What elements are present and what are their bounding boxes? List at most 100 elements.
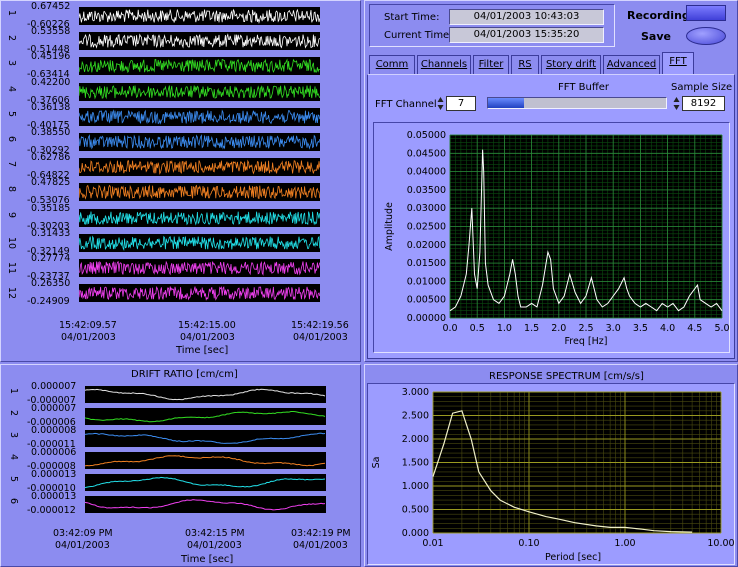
drift-panel: DRIFT RATIO [cm/cm] 0.000007 -0.000007 1 0.… [0,364,361,567]
drift-row-number: 2 [8,410,19,417]
start-time-field: 04/01/2003 10:43:03 [449,9,604,25]
channel-trace [79,259,320,277]
channel-max-value: 0.47825 [31,177,71,189]
response-y-tick: 3.000 [402,387,429,398]
fft-x-tick: 3.0 [606,323,621,334]
current-time-label: Current Time: [384,30,453,41]
tab-filter[interactable]: Filter [473,55,509,74]
fft-buffer-label: FFT Buffer [558,82,609,93]
drift-trace-line [85,432,326,444]
drift-x-tick-time: 03:42:19 PM [291,528,351,539]
channel-max-value: 0.27774 [31,253,71,264]
response-x-tick: 0.10 [518,538,539,549]
channel-x-tick-date: 04/01/2003 [180,332,235,343]
fft-y-tick: 0.01500 [407,258,446,269]
fft-x-tick: 5.0 [714,323,729,334]
fft-x-tick: 0.5 [470,323,485,334]
tab-rs[interactable]: RS [511,55,539,74]
drift-x-tick-date: 04/01/2003 [187,540,242,551]
channel-max-value: 0.67452 [31,1,71,12]
drift-x-tick-time: 03:42:15 PM [185,528,245,539]
channel-min-value: -0.30292 [27,145,70,156]
fft-x-tick: 1.0 [497,323,512,334]
channel-min-value: -0.60226 [27,19,70,30]
fft-channel-input[interactable]: 7 [446,96,476,111]
fft-y-tick: 0.03000 [407,203,446,214]
drift-title: DRIFT RATIO [cm/cm] [131,369,238,380]
fft-y-tick: 0.05000 [407,130,446,141]
fft-series-line [449,149,723,312]
sample-size-spinner[interactable] [673,96,680,111]
drift-trace [85,496,326,513]
channel-min-value: -0.23737 [27,271,70,282]
recording-button[interactable] [686,5,726,21]
tab-fft[interactable]: FFT [662,52,694,74]
fft-y-tick: 0.02500 [407,222,446,233]
channel-number: 3 [6,60,17,67]
drift-trace-line [85,476,326,489]
channel-max-value: 0.26350 [31,278,71,290]
response-y-tick: 2.000 [402,434,429,445]
current-time-field: 04/01/2003 15:35:20 [449,27,604,43]
channel-number: 9 [6,211,17,218]
channel-x-tick-time: 15:42:09.57 [59,320,117,331]
drift-min-value: -0.000011 [27,439,76,450]
response-x-label: Period [sec] [545,552,601,563]
tab-channels[interactable]: Channels [417,55,471,74]
channel-max-value: 0.38550 [31,127,71,138]
channel-number: 4 [6,85,17,92]
channel-max-value: 0.42200 [31,76,71,88]
fft-x-tick: 4.0 [660,323,675,334]
response-y-tick: 0.500 [402,505,429,516]
channel-number: 11 [6,262,17,275]
channel-trace [79,208,320,227]
channel-x-label: Time [sec] [176,345,229,356]
response-y-tick: 0.000 [402,528,429,539]
response-panel: RESPONSE SPECTRUM [cm/s/s] 0.01 0.10 1.00 1… [364,364,738,567]
drift-max-value: 0.000007 [31,403,77,414]
fft-x-tick: 4.5 [687,323,702,334]
drift-trace-line [85,499,326,511]
fft-y-tick: 0.04000 [407,167,446,178]
fft-x-tick: 2.5 [578,323,593,334]
save-button[interactable] [686,27,726,45]
fft-x-tick: 1.5 [524,323,539,334]
channel-trace [79,57,320,76]
channel-min-value: -0.30203 [27,220,70,232]
drift-x-tick-date: 04/01/2003 [55,540,110,551]
response-y-tick: 1.000 [402,481,429,492]
drift-min-value: -0.000010 [27,483,76,494]
channel-trace [79,233,320,252]
tab-comm[interactable]: Comm [369,55,415,74]
fft-channel-spinner[interactable] [437,96,444,111]
fft-chart: 0.0 0.5 1.0 1.5 2.0 2.5 3.0 3.5 4.0 4.5 5.0 0.00000… [384,130,730,347]
fft-y-tick: 0.00500 [407,295,446,306]
drift-trace [85,386,326,403]
sample-size-input[interactable]: 8192 [682,96,725,111]
drift-row-number: 3 [8,432,19,439]
response-series-line [432,410,693,533]
drift-x-tick-time: 03:42:09 PM [53,528,113,539]
drift-x-label: Time [sec] [181,554,234,565]
channel-max-value: 0.31433 [31,227,71,239]
control-panel: Start Time: 04/01/2003 10:43:03 Current … [364,0,738,362]
drift-trace [85,474,326,491]
drift-trace [85,430,326,447]
channel-trace [79,183,320,202]
response-y-label: Sa [371,457,382,469]
channel-min-value: -0.37606 [27,94,70,106]
response-chart: 0.01 0.10 1.00 10.00 0.000 0.500 1.000 1.500 2.0… [371,387,735,563]
channel-trace [79,32,320,51]
drift-x-tick-date: 04/01/2003 [293,540,348,551]
drift-row-number: 5 [8,476,19,483]
response-y-tick: 2.500 [402,411,429,422]
channel-trace [79,133,320,151]
channel-number: 7 [6,161,17,168]
channel-max-value: 0.53558 [31,26,71,38]
fft-y-tick: 0.04500 [407,148,446,159]
drift-row-number: 4 [8,454,19,461]
channel-trace-line [79,286,320,302]
response-x-tick: 0.01 [422,538,443,549]
tab-story-drift[interactable]: Story drift [541,55,601,74]
tab-advanced[interactable]: Advanced [603,55,660,74]
